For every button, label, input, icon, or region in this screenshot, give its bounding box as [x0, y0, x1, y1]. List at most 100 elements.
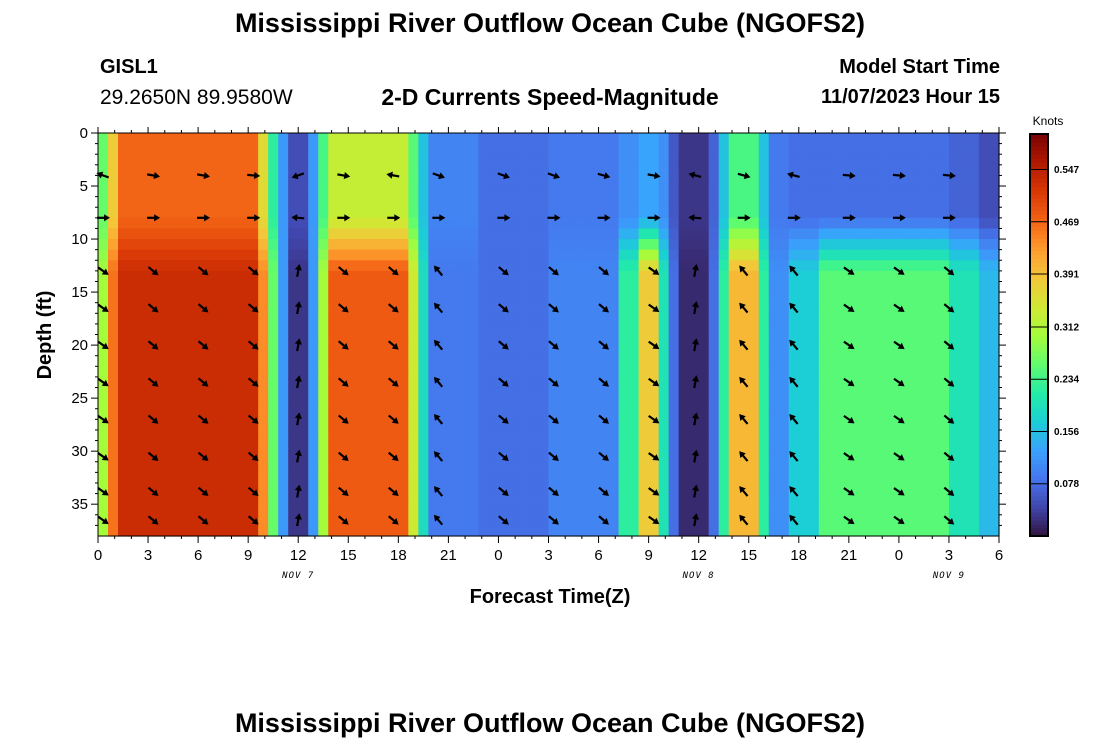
heatmap-cell [288, 366, 299, 378]
heatmap-cell [438, 451, 449, 463]
colorbar-swatch [1030, 222, 1048, 228]
heatmap-cell [938, 154, 950, 166]
heatmap-cell [928, 260, 940, 272]
colorbar-swatch [1030, 246, 1048, 252]
heatmap-cell [818, 461, 830, 473]
heatmap-cell [878, 408, 890, 420]
heatmap-cell [668, 440, 680, 452]
heatmap-cell [228, 186, 239, 198]
heatmap-cell [808, 472, 820, 484]
heatmap-cell [408, 461, 419, 473]
heatmap-cell [188, 175, 199, 187]
heatmap-cell [788, 186, 800, 198]
heatmap-cell [328, 239, 339, 251]
colorbar-swatch [1030, 475, 1048, 481]
heatmap-cell [778, 461, 790, 473]
heatmap-cell [908, 217, 920, 230]
heatmap-cell [288, 323, 299, 336]
heatmap-cell [358, 355, 369, 367]
heatmap-cell [798, 472, 810, 484]
heatmap-cell [658, 451, 670, 463]
heatmap-cell [178, 408, 189, 420]
heatmap-cell [478, 493, 490, 505]
heatmap-cell [538, 376, 550, 389]
heatmap-cell [248, 429, 259, 442]
heatmap-cell [238, 133, 249, 145]
heatmap-cell [468, 419, 480, 431]
heatmap-cell [568, 175, 580, 187]
product-name: 2-D Currents Speed-Magnitude [381, 84, 719, 110]
heatmap-cell [608, 355, 620, 367]
heatmap-cell [818, 239, 830, 251]
heatmap-cell [478, 334, 490, 346]
heatmap-cell [878, 323, 890, 336]
heatmap-cell [618, 376, 630, 389]
heatmap-cell [218, 186, 229, 198]
heatmap-cell [308, 419, 319, 431]
heatmap-cell [858, 154, 870, 166]
heatmap-cell [918, 429, 930, 442]
current-arrow [598, 266, 609, 276]
heatmap-cell [248, 239, 259, 251]
heatmap-cell [758, 154, 770, 166]
heatmap-cell [428, 133, 439, 145]
heatmap-cell [198, 270, 209, 283]
heatmap-cell [748, 302, 760, 314]
heatmap-cell [208, 355, 219, 367]
heatmap-cell [488, 504, 500, 516]
colorbar-swatch [1030, 230, 1048, 236]
heatmap-cell [328, 482, 339, 495]
heatmap-cell [548, 429, 560, 442]
heatmap-cell [508, 504, 520, 516]
heatmap-cell [98, 525, 109, 537]
heatmap-cell [118, 408, 129, 420]
heatmap-cell [768, 249, 780, 261]
heatmap-cell [588, 323, 600, 336]
heatmap-cell [178, 366, 189, 378]
heatmap-cell [128, 472, 139, 484]
heatmap-cell [968, 461, 980, 473]
heatmap-cell [368, 408, 379, 420]
heatmap-cell [548, 154, 560, 166]
heatmap-cell [278, 133, 289, 145]
heatmap-cell [218, 175, 229, 187]
current-arrow [337, 303, 349, 313]
heatmap-cell [608, 387, 620, 399]
heatmap-cell [148, 334, 159, 346]
heatmap-cell [718, 270, 730, 283]
heatmap-cell [688, 366, 700, 378]
current-arrow [598, 340, 609, 350]
heatmap-cell [988, 345, 1000, 357]
heatmap-cell [408, 143, 419, 155]
heatmap-cell [98, 154, 109, 166]
heatmap-cell [278, 345, 289, 357]
heatmap-cell [518, 451, 530, 463]
heatmap-cell [518, 334, 530, 346]
heatmap-cell [208, 313, 219, 325]
heatmap-cell [168, 345, 179, 357]
current-arrow [433, 265, 444, 277]
heatmap-cell [138, 451, 149, 463]
heatmap-cell [878, 504, 890, 516]
heatmap-cell [788, 525, 800, 537]
heatmap-cell [708, 249, 720, 261]
heatmap-cell [478, 504, 490, 516]
current-arrow [337, 486, 349, 496]
heatmap-cell [118, 239, 129, 251]
heatmap-cell [768, 175, 780, 187]
heatmap-cell [678, 419, 690, 431]
heatmap-cell [328, 493, 339, 505]
heatmap-cell [528, 334, 540, 346]
heatmap-cell [228, 313, 239, 325]
heatmap-cell [268, 207, 279, 219]
heatmap-cell [958, 461, 970, 473]
heatmap-cell [598, 398, 610, 410]
heatmap-cell [858, 323, 870, 336]
heatmap-cell [368, 154, 379, 166]
heatmap-cell [948, 154, 960, 166]
heatmap-cell [868, 461, 880, 473]
heatmap-cell [538, 186, 550, 198]
heatmap-cell [398, 514, 409, 526]
heatmap-cell [948, 249, 960, 261]
heatmap-cell [838, 451, 850, 463]
